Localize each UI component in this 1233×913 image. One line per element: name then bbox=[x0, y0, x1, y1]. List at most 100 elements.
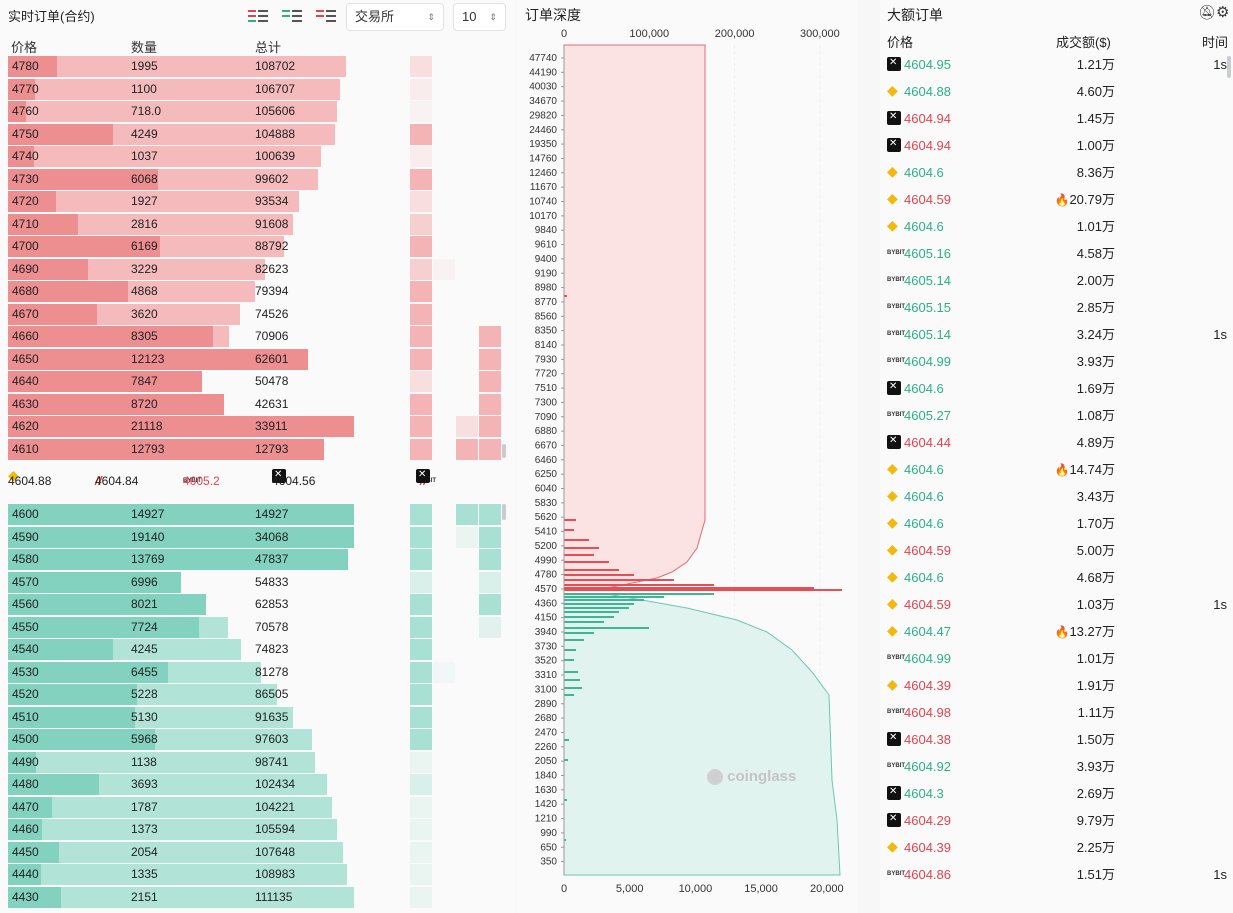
bell-off-icon[interactable]: 🔕︎ bbox=[1198, 4, 1216, 20]
bid-row[interactable]: 4480 3693 102434 bbox=[8, 774, 354, 795]
large-order-row[interactable]: BYBIT 4605.27 1.08万 bbox=[880, 402, 1233, 429]
large-order-row[interactable]: 4604.29 9.79万 bbox=[880, 807, 1233, 834]
large-order-row[interactable]: 4604.6 3.43万 bbox=[880, 483, 1233, 510]
large-order-row[interactable]: BYBIT 4604.98 1.11万 bbox=[880, 699, 1233, 726]
heat-cell bbox=[479, 326, 501, 347]
bid-row[interactable]: 4440 1335 108983 bbox=[8, 864, 354, 885]
large-order-row[interactable]: 4604.59 5.00万 bbox=[880, 537, 1233, 564]
bybit-icon: BYBIT bbox=[887, 304, 905, 310]
large-order-row[interactable]: 4604.6 🔥14.74万 bbox=[880, 456, 1233, 483]
ask-row[interactable]: 4610 12793 12793 bbox=[8, 438, 354, 460]
bid-row[interactable]: 4540 4245 74823 bbox=[8, 639, 354, 660]
order-amount: 2.25万 bbox=[1077, 834, 1115, 861]
ask-row[interactable]: 4620 21118 33911 bbox=[8, 416, 354, 437]
large-order-row[interactable]: 4604.95 1.21万 1s bbox=[880, 51, 1233, 78]
bid-row[interactable]: 4590 19140 34068 bbox=[8, 526, 354, 548]
bid-row[interactable]: 4490 1138 98741 bbox=[8, 751, 354, 773]
ask-row[interactable]: 4690 3229 82623 bbox=[8, 258, 354, 280]
price-cell: 4740 bbox=[12, 149, 39, 163]
large-order-row[interactable]: 4604.59 🔥20.79万 bbox=[880, 186, 1233, 213]
y-tick-label: 4780 bbox=[535, 570, 558, 581]
lo-scrollbar[interactable] bbox=[1227, 56, 1231, 78]
large-order-row[interactable]: 4604.38 1.50万 bbox=[880, 726, 1233, 753]
bid-row[interactable]: 4460 1373 105594 bbox=[8, 819, 354, 840]
order-amount-value: 1.01万 bbox=[1076, 651, 1115, 666]
ask-heat-cell bbox=[410, 191, 502, 212]
large-order-row[interactable]: BYBIT 4604.86 1.51万 1s bbox=[880, 861, 1233, 888]
bid-row[interactable]: 4560 8021 62853 bbox=[8, 594, 354, 615]
ask-heat-cell bbox=[410, 213, 502, 235]
ask-row[interactable]: 4770 1100 106707 bbox=[8, 78, 354, 100]
ask-row[interactable]: 4760 718.0 105606 bbox=[8, 101, 354, 122]
ask-row[interactable]: 4640 7847 50478 bbox=[8, 371, 354, 392]
large-order-row[interactable]: BYBIT 4605.16 4.58万 bbox=[880, 240, 1233, 267]
ask-row[interactable]: 4660 8305 70906 bbox=[8, 326, 354, 347]
large-order-row[interactable]: 4604.6 1.70万 bbox=[880, 510, 1233, 537]
large-order-row[interactable]: 4604.6 1.01万 bbox=[880, 213, 1233, 240]
layout-bids-icon[interactable] bbox=[280, 7, 304, 25]
ask-row[interactable]: 4630 8720 42631 bbox=[8, 393, 354, 415]
bid-row[interactable]: 4580 13769 47837 bbox=[8, 549, 354, 570]
bid-row[interactable]: 4430 2151 111135 bbox=[8, 886, 354, 908]
y-tick-label: 8560 bbox=[535, 311, 558, 322]
ask-heat-cell bbox=[410, 416, 502, 437]
bid-row[interactable]: 4570 6996 54833 bbox=[8, 571, 354, 593]
bid-row[interactable]: 4520 5228 86505 bbox=[8, 684, 354, 705]
ask-row[interactable]: 4730 6068 99602 bbox=[8, 168, 354, 190]
heat-cell bbox=[410, 303, 432, 325]
large-order-row[interactable]: 4604.6 1.69万 bbox=[880, 375, 1233, 402]
large-order-row[interactable]: 4604.47 🔥13.27万 bbox=[880, 618, 1233, 645]
ask-row[interactable]: 4710 2816 91608 bbox=[8, 213, 354, 235]
ask-row[interactable]: 4680 4868 79394 bbox=[8, 281, 354, 302]
ask-row[interactable]: 4720 1927 93534 bbox=[8, 191, 354, 212]
bid-row[interactable]: 4600 14927 14927 bbox=[8, 504, 354, 525]
large-order-row[interactable]: 4604.39 2.25万 bbox=[880, 834, 1233, 861]
large-order-row[interactable]: 4604.59 1.03万 1s bbox=[880, 591, 1233, 618]
bid-row[interactable]: 4450 2054 107648 bbox=[8, 841, 354, 863]
ask-row[interactable]: 4700 6169 88792 bbox=[8, 236, 354, 257]
large-order-row[interactable]: BYBIT 4605.15 2.85万 bbox=[880, 294, 1233, 321]
large-order-row[interactable]: 4604.3 2.69万 bbox=[880, 780, 1233, 807]
large-order-row[interactable]: 4604.44 4.89万 bbox=[880, 429, 1233, 456]
bid-row[interactable]: 4510 5130 91635 bbox=[8, 706, 354, 728]
large-order-row[interactable]: 4604.6 8.36万 bbox=[880, 159, 1233, 186]
ask-row[interactable]: 4750 4249 104888 bbox=[8, 123, 354, 145]
large-order-row[interactable]: 4604.39 1.91万 bbox=[880, 672, 1233, 699]
large-order-row[interactable]: 4604.94 1.45万 bbox=[880, 105, 1233, 132]
exchange-select[interactable]: 交易所 ⇕ bbox=[346, 3, 444, 31]
heat-cell bbox=[410, 706, 432, 728]
ask-row[interactable]: 4670 3620 74526 bbox=[8, 303, 354, 325]
ask-level-bar bbox=[564, 561, 609, 563]
heat-cell bbox=[479, 438, 501, 460]
bids-scrollbar[interactable] bbox=[502, 504, 506, 520]
gear-icon[interactable]: ⚙ bbox=[1216, 4, 1230, 21]
bid-row[interactable]: 4530 6455 81278 bbox=[8, 661, 354, 683]
large-order-row[interactable]: BYBIT 4604.92 3.93万 bbox=[880, 753, 1233, 780]
large-order-row[interactable]: BYBIT 4604.99 3.93万 bbox=[880, 348, 1233, 375]
layout-both-icon[interactable] bbox=[246, 7, 270, 25]
bid-row[interactable]: 4500 5968 97603 bbox=[8, 729, 354, 750]
large-order-row[interactable]: BYBIT 4605.14 3.24万 1s bbox=[880, 321, 1233, 348]
asks-scrollbar[interactable] bbox=[502, 444, 506, 458]
okx-legend-icon[interactable] bbox=[416, 465, 430, 485]
heat-cell bbox=[410, 684, 432, 705]
large-order-row[interactable]: 4604.94 1.00万 bbox=[880, 132, 1233, 159]
bid-row[interactable]: 4470 1787 104221 bbox=[8, 796, 354, 818]
qty-cell: 6068 bbox=[131, 171, 158, 186]
layout-asks-icon[interactable] bbox=[314, 7, 338, 25]
large-order-row[interactable]: 4604.88 4.60万 bbox=[880, 78, 1233, 105]
total-depth-bar bbox=[8, 213, 294, 235]
lo-col-price: 价格 bbox=[887, 35, 914, 50]
ask-row[interactable]: 4650 12123 62601 bbox=[8, 348, 354, 370]
large-order-row[interactable]: BYBIT 4604.99 1.01万 bbox=[880, 645, 1233, 672]
large-order-row[interactable]: 4604.6 4.68万 bbox=[880, 564, 1233, 591]
depth-select[interactable]: 10 ⇕ bbox=[453, 3, 506, 31]
top-tick-label: 200,000 bbox=[715, 28, 755, 40]
bid-row[interactable]: 4550 7724 70578 bbox=[8, 616, 354, 638]
large-order-row[interactable]: BYBIT 4605.14 2.00万 bbox=[880, 267, 1233, 294]
bid-level-bar bbox=[564, 759, 568, 761]
ask-row[interactable]: 4740 1037 100639 bbox=[8, 146, 354, 167]
price-cell: 4640 bbox=[12, 374, 39, 388]
order-amount-value: 1.69万 bbox=[1076, 381, 1115, 396]
ask-row[interactable]: 4780 1995 108702 bbox=[8, 56, 354, 77]
